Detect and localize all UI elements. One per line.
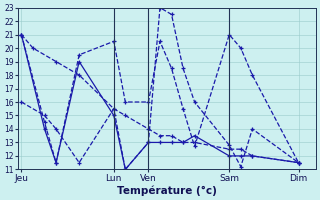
X-axis label: Température (°c): Température (°c) xyxy=(117,185,217,196)
